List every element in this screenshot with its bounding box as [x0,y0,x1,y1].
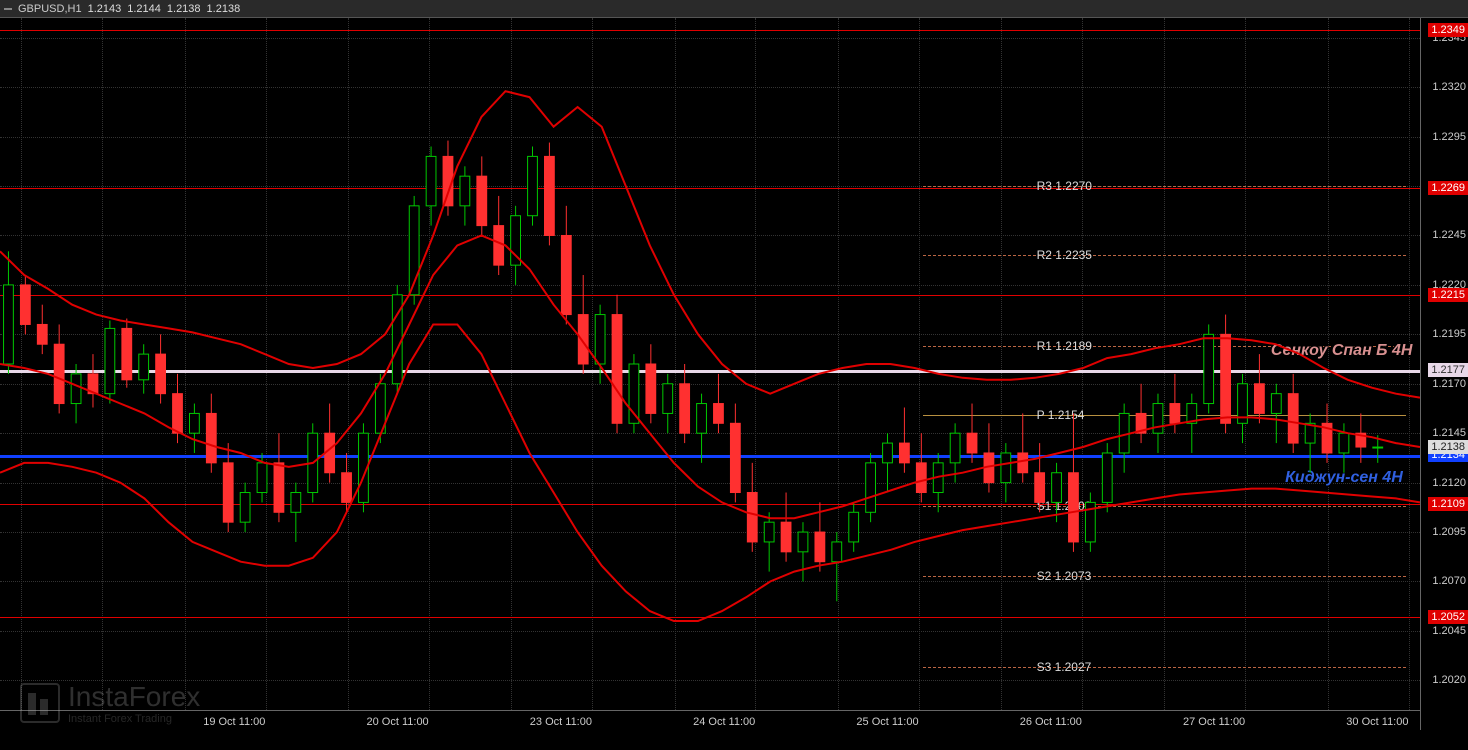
ohlc-high: 1.2144 [127,3,161,15]
current-price-tag: 1.2138 [1428,440,1468,454]
y-axis-label: 1.2295 [1432,131,1466,143]
x-axis-label: 24 Oct 11:00 [693,716,755,728]
y-axis-label: 1.2145 [1432,427,1466,439]
ohlc-low: 1.2138 [167,3,201,15]
y-axis-label: 1.2070 [1432,575,1466,587]
y-axis-label: 1.2045 [1432,625,1466,637]
watermark: InstaForex Instant Forex Trading [20,681,200,725]
price-tag: 1.2349 [1428,23,1468,37]
candlestick-layer [0,18,1420,710]
y-axis: 1.23451.23201.22951.22701.22451.22201.21… [1420,18,1468,730]
y-axis-label: 1.2020 [1432,674,1466,686]
x-axis-label: 23 Oct 11:00 [530,716,592,728]
x-axis-label: 30 Oct 11:00 [1346,716,1408,728]
price-tag: 1.2177 [1428,363,1468,377]
title-bar: GBPUSD,H1 1.2143 1.2144 1.2138 1.2138 [0,0,1468,18]
ohlc-close: 1.2138 [207,3,241,15]
y-axis-label: 1.2095 [1432,526,1466,538]
x-axis-label: 25 Oct 11:00 [856,716,918,728]
price-tag: 1.2269 [1428,181,1468,195]
y-axis-label: 1.2320 [1432,81,1466,93]
price-tag: 1.2215 [1428,288,1468,302]
y-axis-label: 1.2195 [1432,328,1466,340]
x-axis-label: 19 Oct 11:00 [203,716,265,728]
collapse-icon [4,8,12,10]
x-axis-label: 20 Oct 11:00 [367,716,429,728]
x-axis-label: 26 Oct 11:00 [1020,716,1082,728]
x-axis-label: 27 Oct 11:00 [1183,716,1245,728]
watermark-icon [20,683,60,723]
watermark-text: InstaForex [68,681,200,713]
watermark-sub: Instant Forex Trading [68,713,200,725]
y-axis-label: 1.2245 [1432,229,1466,241]
plot-area[interactable]: 19 Oct 11:00 20 Oct 11:00 23 Oct 11:00 24 O… [0,18,1420,730]
price-tag: 1.2109 [1428,497,1468,511]
chart-root: GBPUSD,H1 1.2143 1.2144 1.2138 1.2138 19… [0,0,1468,750]
ohlc-open: 1.2143 [88,3,122,15]
price-tag: 1.2052 [1428,610,1468,624]
y-axis-label: 1.2170 [1432,378,1466,390]
instrument-label: GBPUSD,H1 [18,3,82,15]
y-axis-label: 1.2120 [1432,477,1466,489]
x-axis: 19 Oct 11:00 20 Oct 11:00 23 Oct 11:00 24 O… [0,710,1420,730]
